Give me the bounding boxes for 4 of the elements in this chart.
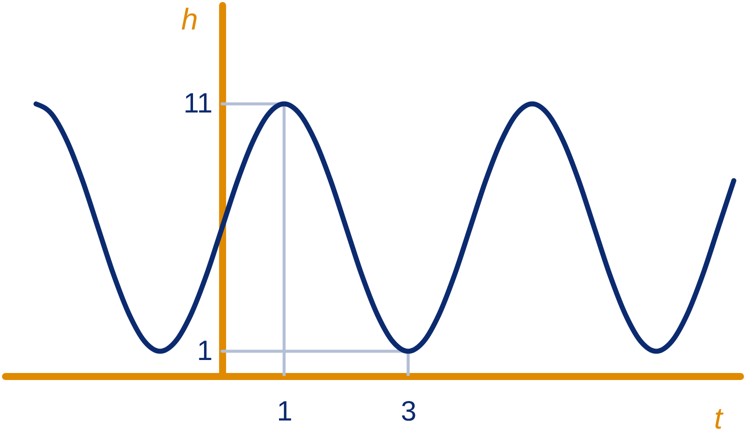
- x-axis-title: t: [714, 402, 724, 436]
- x-tick-label: 3: [400, 396, 416, 426]
- y-axis-title: h: [181, 4, 198, 36]
- y-tick-label: 11: [184, 87, 213, 118]
